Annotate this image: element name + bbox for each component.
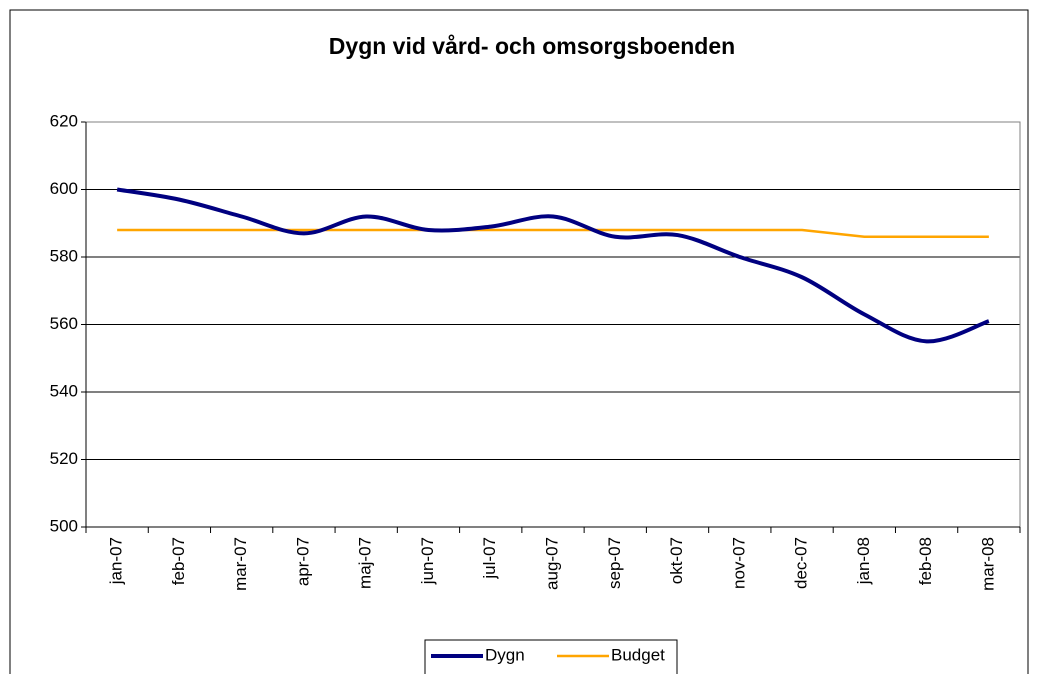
x-tick-label: dec-07 — [792, 537, 811, 589]
x-tick-label: jan-08 — [854, 537, 873, 585]
y-tick-label: 620 — [50, 111, 78, 130]
chart-title: Dygn vid vård- och omsorgsboenden — [329, 33, 735, 59]
legend-label: Dygn — [485, 645, 525, 664]
x-tick-label: jan-07 — [107, 537, 126, 585]
x-tick-label: jul-07 — [480, 537, 499, 580]
chart-frame — [9, 9, 1029, 674]
y-tick-label: 500 — [50, 516, 78, 535]
line-series — [116, 187, 990, 344]
legend-label: Budget — [611, 645, 665, 664]
y-tick-label: 560 — [50, 314, 78, 333]
x-tick-label: okt-07 — [667, 537, 686, 584]
x-tick-label: feb-07 — [169, 537, 188, 585]
x-tick-label: maj-07 — [356, 537, 375, 589]
y-tick-label: 540 — [50, 381, 78, 400]
x-tick-label: jun-07 — [418, 537, 437, 585]
y-tick-label: 520 — [50, 449, 78, 468]
x-tick-label: mar-07 — [231, 537, 250, 591]
x-tick-label: mar-08 — [978, 537, 997, 591]
x-tick-label: feb-08 — [916, 537, 935, 585]
x-tick-label: sep-07 — [605, 537, 624, 589]
x-tick-label: aug-07 — [542, 537, 561, 590]
y-tick-label: 580 — [50, 246, 78, 265]
y-tick-label: 600 — [50, 179, 78, 198]
x-tick-label: apr-07 — [293, 537, 312, 586]
line-series — [117, 228, 989, 238]
x-tick-label: nov-07 — [729, 537, 748, 589]
